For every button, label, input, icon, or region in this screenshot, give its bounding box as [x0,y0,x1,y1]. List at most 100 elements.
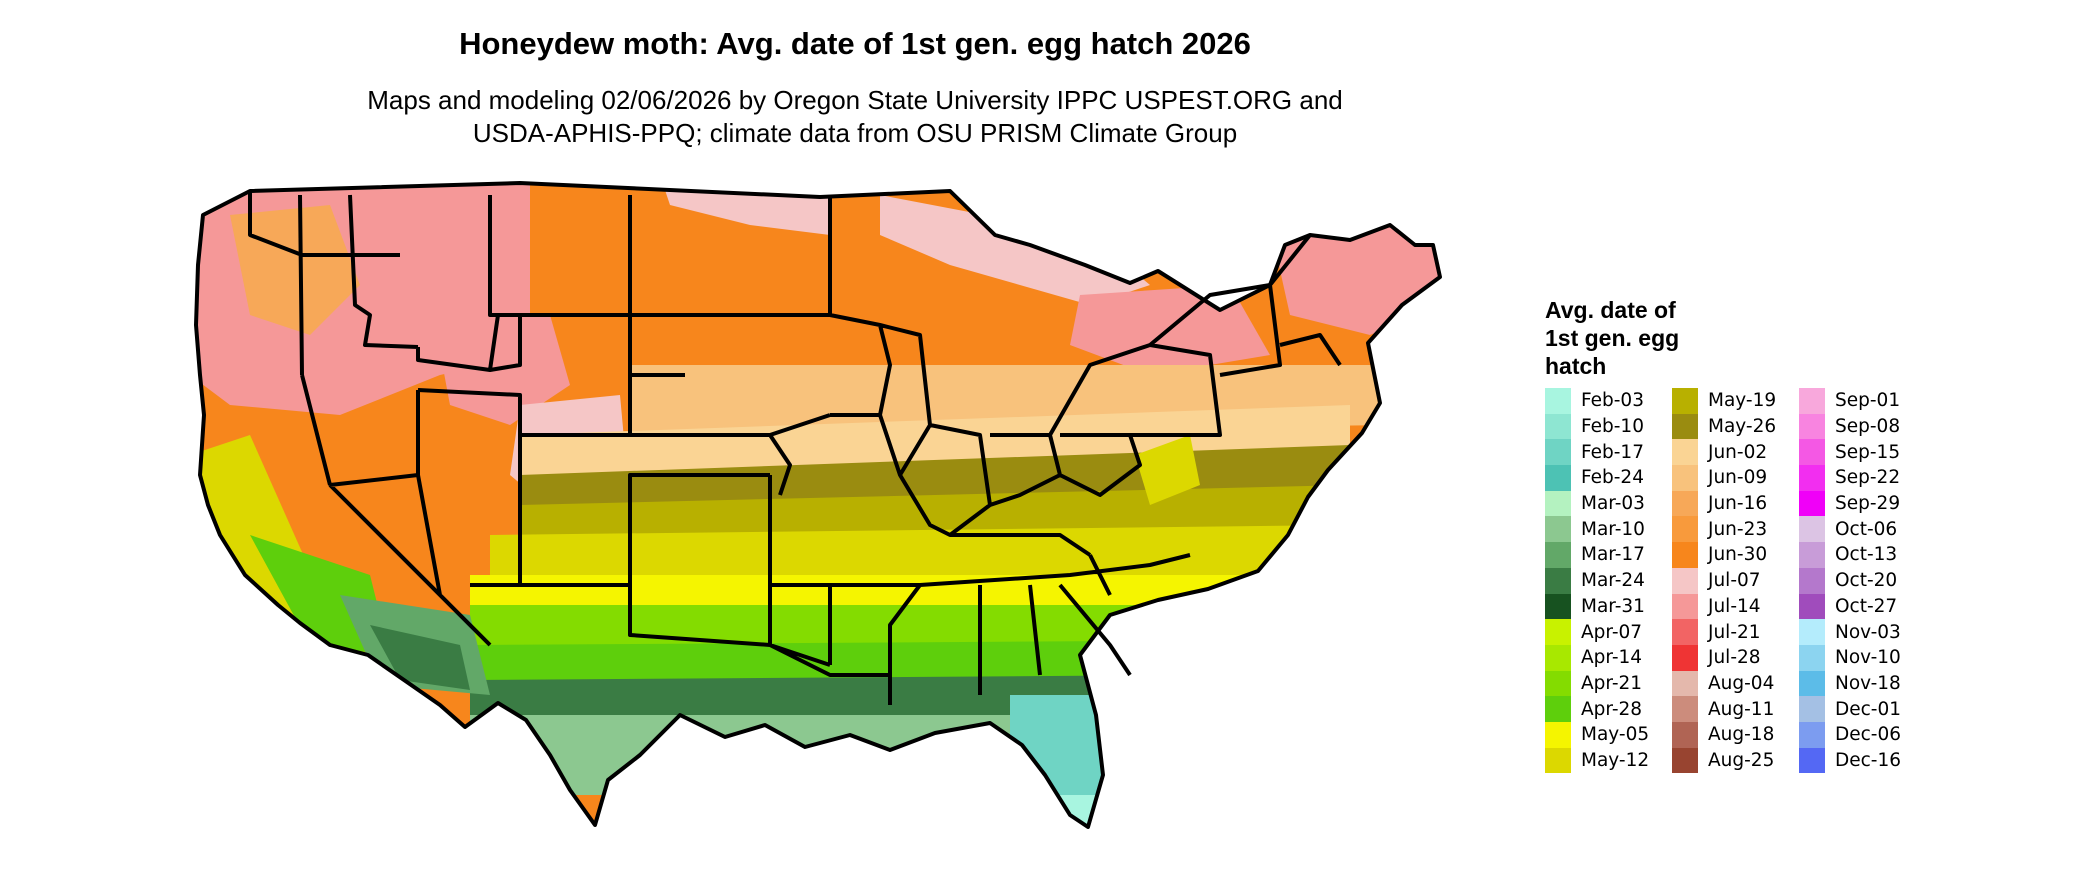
legend-item: Dec-06 [1799,721,1929,748]
legend-swatch [1545,593,1571,620]
legend-label: Mar-31 [1581,595,1645,617]
legend-swatch [1672,490,1698,517]
legend-label: Jun-30 [1708,544,1768,566]
legend-swatch [1799,670,1825,697]
legend-item: Jul-14 [1672,593,1802,620]
legend-swatch [1799,413,1825,440]
legend-label: Aug-04 [1708,672,1775,694]
state-borders [248,191,1342,705]
legend-label: Mar-24 [1581,570,1645,592]
legend-swatch [1799,542,1825,568]
legend-item: Sep-29 [1799,490,1929,517]
legend-label: Jul-28 [1708,647,1761,669]
legend-item: Jun-30 [1672,542,1802,568]
legend-swatch [1799,696,1825,722]
legend-label: Jul-07 [1708,570,1761,592]
legend-swatch [1545,619,1571,645]
legend-label: Sep-15 [1835,441,1901,463]
legend-label: Dec-01 [1835,698,1902,720]
legend-item: Oct-27 [1799,593,1929,620]
legend-swatch [1672,413,1698,440]
legend-label: Sep-29 [1835,493,1901,515]
legend-item: Feb-24 [1545,465,1675,491]
legend-item: Jun-16 [1672,490,1802,517]
legend-label: Apr-28 [1581,698,1643,720]
subtitle-line-2: USDA-APHIS-PPQ; climate data from OSU PR… [472,118,1238,148]
legend-title-line-1: Avg. date of [1545,297,1676,323]
legend-item: Sep-15 [1799,439,1929,466]
us-map [190,175,1510,895]
legend-label: May-26 [1708,416,1777,438]
legend-item: Mar-03 [1545,490,1675,517]
legend-swatch [1545,747,1571,774]
legend-item: May-19 [1672,388,1802,414]
zone-great-lakes-north [880,195,1150,305]
legend-label: Jul-14 [1708,595,1761,617]
legend-item: Apr-28 [1545,696,1675,722]
legend-item: Oct-13 [1799,542,1929,568]
legend-item: Nov-03 [1799,619,1929,645]
legend-swatch [1545,388,1571,414]
legend-swatch [1799,439,1825,466]
legend-swatch [1545,413,1571,440]
subtitle-line-1: Maps and modeling 02/06/2026 by Oregon S… [367,85,1343,115]
legend-swatch [1672,619,1698,645]
legend-column-3: Sep-01 Sep-08 Sep-15 Sep-22 Sep-29 Oct-06 Oct-… [1799,388,1929,774]
legend-label: Sep-22 [1835,467,1901,489]
legend-label: Dec-06 [1835,724,1902,746]
legend-label: Jun-02 [1708,441,1768,463]
legend-swatch [1799,567,1825,594]
legend-label: Feb-10 [1581,416,1644,438]
legend-title: Avg. date of 1st gen. egg hatch [1545,296,1745,380]
legend-item: Oct-06 [1799,516,1929,543]
legend-column-1: Feb-03 Feb-10 Feb-17 Feb-24 Mar-03 Mar-10 Mar-… [1545,388,1675,774]
legend-swatch [1672,465,1698,491]
legend-label: Nov-18 [1835,672,1901,694]
legend-swatch [1545,721,1571,748]
legend-label: Apr-21 [1581,672,1643,694]
legend-label: Mar-17 [1581,544,1645,566]
legend-swatch [1672,439,1698,466]
legend-item: Apr-14 [1545,644,1675,671]
legend-label: Jun-16 [1708,493,1768,515]
legend-item: Jul-07 [1672,567,1802,594]
legend-swatch [1545,644,1571,671]
legend-swatch [1799,644,1825,671]
legend-item: Feb-17 [1545,439,1675,466]
legend: Avg. date of 1st gen. egg hatch Feb-03 Fe… [1545,296,2085,796]
legend-label: Jun-09 [1708,467,1768,489]
legend-swatch [1545,670,1571,697]
legend-label: Mar-10 [1581,518,1645,540]
legend-label: Apr-14 [1581,647,1643,669]
legend-label: Feb-03 [1581,390,1644,412]
legend-item: Jun-23 [1672,516,1802,543]
us-map-canvas [194,181,1442,829]
legend-swatch [1799,747,1825,774]
legend-swatch [1672,644,1698,671]
legend-swatch [1672,696,1698,722]
legend-label: Dec-16 [1835,749,1902,771]
legend-swatch [1799,721,1825,748]
legend-item: Jul-21 [1672,619,1802,645]
legend-item: Nov-18 [1799,670,1929,697]
legend-column-2: May-19 May-26 Jun-02 Jun-09 Jun-16 Jun-23 Jun-… [1672,388,1802,774]
legend-label: Nov-10 [1835,647,1901,669]
legend-swatch [1672,721,1698,748]
legend-swatch [1672,542,1698,568]
legend-item: May-12 [1545,747,1675,774]
legend-item: Jun-02 [1672,439,1802,466]
legend-item: Sep-08 [1799,413,1929,440]
legend-label: Oct-27 [1835,595,1898,617]
legend-swatch [1672,567,1698,594]
legend-label: Aug-18 [1708,724,1775,746]
legend-item: Dec-01 [1799,696,1929,722]
legend-swatch [1799,465,1825,491]
legend-item: Aug-04 [1672,670,1802,697]
legend-item: Aug-18 [1672,721,1802,748]
legend-label: Aug-25 [1708,749,1775,771]
legend-label: Jul-21 [1708,621,1761,643]
map-subtitle: Maps and modeling 02/06/2026 by Oregon S… [0,84,1710,150]
legend-swatch [1545,542,1571,568]
zone-wyoming-ranges [435,315,570,425]
legend-item: Feb-10 [1545,413,1675,440]
